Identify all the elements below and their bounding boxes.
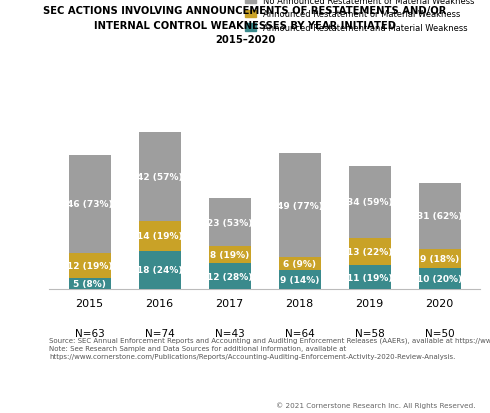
Text: 14 (19%): 14 (19%) — [137, 232, 182, 241]
Bar — [418, 268, 461, 289]
Text: 12 (19%): 12 (19%) — [67, 261, 112, 271]
Bar — [348, 166, 391, 238]
Text: 23 (53%): 23 (53%) — [207, 218, 252, 227]
Text: 18 (24%): 18 (24%) — [137, 266, 182, 275]
Text: 8 (19%): 8 (19%) — [210, 251, 249, 260]
Bar — [69, 156, 111, 253]
Bar — [348, 238, 391, 266]
Bar — [279, 154, 320, 257]
Bar — [209, 264, 250, 289]
Text: © 2021 Cornerstone Research Inc. All Rights Reserved.: © 2021 Cornerstone Research Inc. All Rig… — [276, 401, 475, 408]
Bar — [209, 198, 250, 247]
Bar — [69, 278, 111, 289]
Text: 9 (14%): 9 (14%) — [280, 275, 319, 284]
Bar — [139, 133, 181, 221]
Text: N=58: N=58 — [355, 328, 385, 338]
Text: N=63: N=63 — [74, 328, 104, 338]
Bar — [139, 251, 181, 289]
Text: N=43: N=43 — [215, 328, 245, 338]
Text: 13 (22%): 13 (22%) — [347, 247, 392, 256]
Text: 5 (8%): 5 (8%) — [73, 279, 106, 288]
Legend: No Announced Restatement or Material Weakness, Announced Restatement or Material: No Announced Restatement or Material Wea… — [244, 0, 476, 34]
Text: 6 (9%): 6 (9%) — [283, 259, 316, 268]
Text: 49 (77%): 49 (77%) — [277, 201, 322, 210]
Bar — [209, 247, 250, 264]
Text: 12 (28%): 12 (28%) — [207, 272, 252, 281]
Text: 31 (62%): 31 (62%) — [417, 211, 462, 221]
Text: 9 (18%): 9 (18%) — [420, 254, 459, 263]
Text: 11 (19%): 11 (19%) — [347, 273, 392, 282]
Bar — [69, 253, 111, 278]
Text: 10 (20%): 10 (20%) — [417, 274, 462, 283]
Bar — [279, 257, 320, 270]
Text: 42 (57%): 42 (57%) — [137, 173, 182, 181]
Text: 34 (59%): 34 (59%) — [347, 198, 392, 207]
Bar — [348, 266, 391, 289]
Bar — [418, 249, 461, 268]
Bar — [418, 183, 461, 249]
Text: SEC ACTIONS INVOLVING ANNOUNCEMENTS OF RESTATEMENTS AND/OR
INTERNAL CONTROL WEAK: SEC ACTIONS INVOLVING ANNOUNCEMENTS OF R… — [43, 6, 447, 45]
Bar — [279, 270, 320, 289]
Text: 46 (73%): 46 (73%) — [67, 200, 112, 209]
Text: N=64: N=64 — [285, 328, 315, 338]
Bar — [139, 221, 181, 251]
Text: Source: SEC Annual Enforcement Reports and Accounting and Auditing Enforcement R: Source: SEC Annual Enforcement Reports a… — [49, 337, 490, 359]
Text: N=74: N=74 — [145, 328, 174, 338]
Text: N=50: N=50 — [425, 328, 454, 338]
